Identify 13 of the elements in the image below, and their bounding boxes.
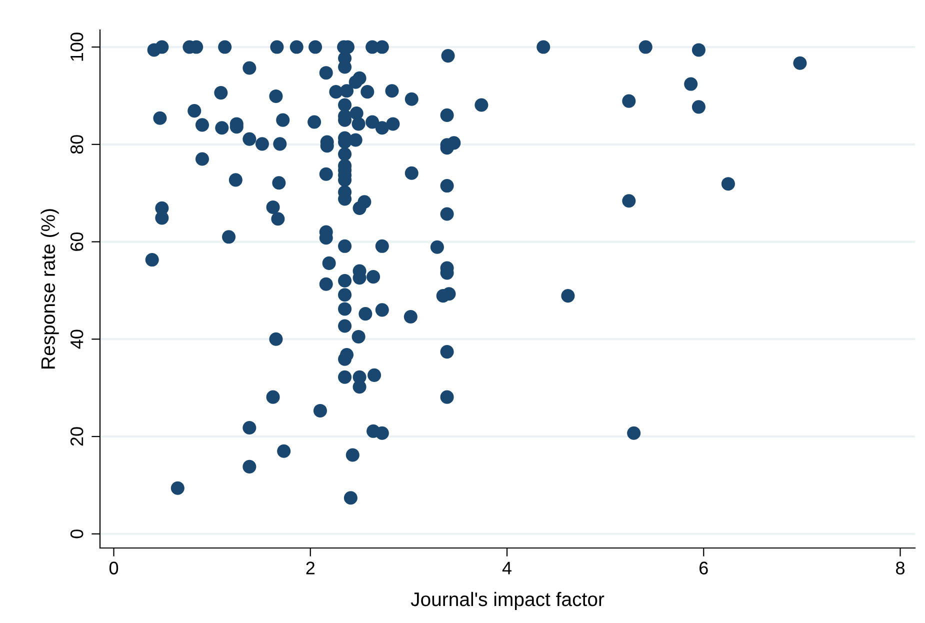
x-tick-label: 2 — [306, 562, 314, 574]
y-tick-label: 60 — [70, 232, 84, 251]
y-tick-label: 0 — [70, 530, 84, 538]
y-tick-label: 100 — [70, 32, 84, 61]
y-axis-title: Response rate (%) — [40, 209, 59, 368]
y-tick-label: 20 — [70, 427, 84, 446]
x-tick-label: 4 — [502, 562, 512, 574]
x-tick-label: 6 — [700, 562, 708, 574]
y-tick-label: 80 — [70, 135, 84, 154]
y-tick-label: 40 — [70, 330, 84, 349]
x-tick-label: 0 — [109, 562, 118, 574]
x-axis-title: Journal's impact factor — [410, 592, 604, 610]
x-tick-label: 8 — [896, 562, 904, 574]
